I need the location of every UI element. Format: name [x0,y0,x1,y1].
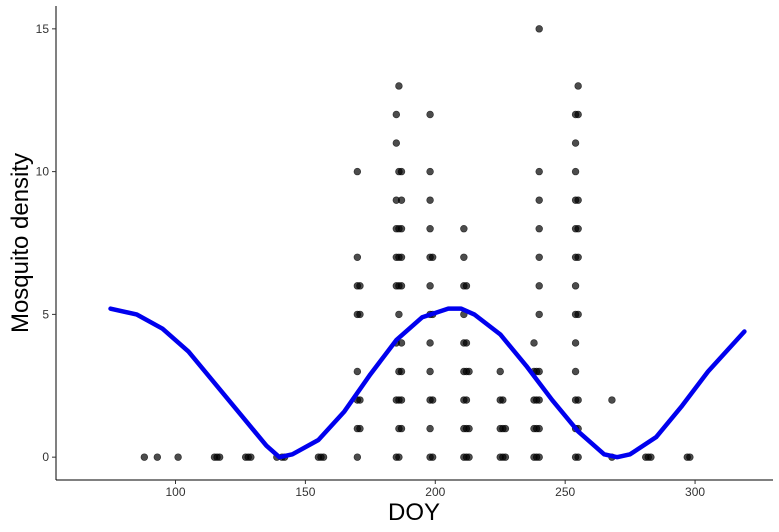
y-axis-title: Mosquito density [7,153,34,333]
data-point [574,225,582,233]
data-point [426,225,434,233]
data-point [574,310,582,319]
data-point [397,196,406,204]
data-point [608,396,616,404]
data-point [571,282,580,290]
data-point [397,253,406,261]
x-tick-label: 250 [555,485,575,499]
data-point [397,367,406,376]
data-point [571,339,580,347]
data-point [153,453,162,461]
data-point [460,225,468,233]
data-point [353,167,362,176]
data-point [356,310,364,319]
data-point [397,167,406,176]
data-point [535,25,543,33]
fitted-curve-line [108,306,747,460]
data-point [686,453,694,461]
data-point [574,253,582,261]
data-point [535,424,543,433]
data-point [397,424,406,433]
y-tick-label: 0 [42,450,49,464]
data-point [395,82,403,90]
y-tick-label: 15 [36,22,50,36]
data-point [426,282,434,290]
y-tick-label: 10 [36,165,50,179]
data-point [574,82,582,90]
data-point [460,253,468,261]
data-point [535,396,543,404]
x-tick-label: 200 [425,485,445,499]
data-point [356,424,364,433]
data-point [574,396,582,404]
data-point [353,367,362,376]
data-point [571,167,580,176]
data-point [571,139,580,147]
data-point [501,424,510,433]
data-point [397,396,406,404]
data-point [426,339,434,347]
data-point [174,453,182,461]
data-point [496,367,504,376]
x-axis-title: DOY [388,499,440,526]
data-point [395,310,403,319]
data-point [501,453,510,461]
data-point [465,367,473,376]
data-point [535,167,543,176]
data-point [353,253,362,261]
data-point [356,396,364,404]
data-point [426,424,434,433]
data-point [571,367,580,376]
data-point [647,453,655,461]
data-point [574,453,582,461]
data-point [462,339,471,347]
data-point [392,139,401,147]
data-point [535,453,543,461]
data-point [353,453,362,461]
data-point [428,253,437,261]
data-point [574,110,582,119]
x-tick-label: 150 [295,485,315,499]
curve-layer [108,306,747,460]
data-point [247,453,255,461]
data-point [574,196,582,204]
data-point [397,282,406,290]
y-tick-label: 5 [42,307,49,321]
data-point [465,453,473,461]
data-point [428,396,437,404]
data-point [499,396,507,404]
ticks-layer: 100 150 200 250 300 0 5 10 15 [36,22,706,499]
points-layer [140,25,694,461]
data-point [465,424,473,433]
data-point [530,339,538,347]
data-point [426,196,434,204]
data-point [426,110,434,119]
data-point [397,339,406,347]
data-point [535,282,543,290]
data-point [356,282,364,290]
x-tick-label: 300 [685,485,705,499]
data-point [535,196,543,204]
data-point [319,453,328,461]
data-point [140,453,149,461]
data-point [395,453,403,461]
data-point [397,225,406,233]
data-point [462,396,471,404]
data-point [392,110,401,119]
data-point [426,367,434,376]
data-point [535,253,543,261]
x-tick-label: 100 [165,485,185,499]
data-point [426,167,434,176]
data-point [535,225,543,233]
data-point [535,310,543,319]
data-point [215,453,224,461]
data-point [428,453,437,461]
data-point [462,282,471,290]
data-point [535,367,543,376]
